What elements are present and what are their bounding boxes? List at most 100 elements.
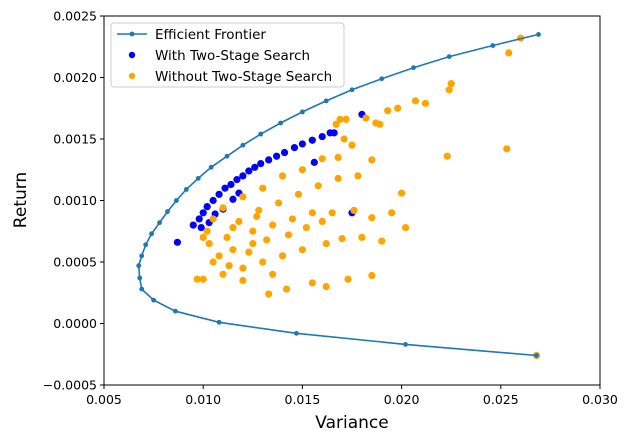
frontier-point	[208, 164, 214, 170]
scatter-point	[344, 275, 352, 283]
scatter-point	[265, 290, 273, 298]
scatter-point	[245, 248, 253, 256]
x-tick-label: 0.015	[285, 392, 321, 407]
series-efficient-frontier	[136, 32, 541, 358]
y-tick-label: 0.0025	[53, 9, 97, 24]
x-axis-title: Variance	[315, 413, 388, 433]
legend-label-with: With Two-Stage Search	[155, 48, 310, 64]
scatter-point	[209, 215, 217, 223]
scatter-point	[342, 115, 350, 123]
scatter-point	[253, 212, 261, 221]
scatter-point	[259, 184, 267, 192]
scatter-point	[199, 233, 207, 241]
scatter-point	[239, 193, 247, 201]
scatter-point	[284, 231, 293, 239]
scatter-point	[263, 236, 271, 244]
scatter-point	[443, 152, 451, 160]
frontier-point	[174, 198, 179, 203]
scatter-point	[318, 217, 326, 226]
scatter-point	[290, 144, 299, 152]
scatter-point	[223, 233, 231, 241]
scatter-point	[350, 206, 358, 214]
frontier-point	[143, 242, 149, 248]
x-tick-label: 0.030	[582, 392, 618, 407]
scatter-point	[278, 252, 287, 260]
scatter-point	[384, 107, 392, 115]
scatter-point	[398, 189, 406, 197]
frontier-line	[137, 33, 539, 357]
frontier-point	[403, 342, 408, 347]
scatter-point	[239, 276, 247, 285]
frontier-point	[165, 209, 170, 214]
scatter-point	[322, 239, 330, 248]
scatter-point	[209, 196, 217, 205]
x-tick-label: 0.005	[86, 392, 122, 407]
scatter-point	[251, 163, 259, 171]
chart-marks	[136, 32, 541, 360]
scatter-point	[294, 190, 303, 198]
frontier-point	[137, 275, 143, 281]
scatter-point	[249, 239, 257, 248]
scatter-point	[203, 227, 211, 235]
x-tick-label: 0.010	[185, 392, 221, 407]
scatter-point	[229, 195, 237, 203]
scatter-point	[245, 167, 253, 175]
scatter-point	[282, 285, 291, 293]
scatter-point	[209, 258, 217, 266]
scatter-point	[229, 246, 237, 254]
scatter-point	[310, 158, 318, 166]
frontier-point	[195, 175, 201, 181]
scatter-point	[257, 160, 265, 168]
scatter-point	[298, 246, 306, 254]
scatter-point	[322, 283, 330, 291]
frontier-point	[300, 109, 305, 115]
scatter-point	[199, 275, 207, 283]
scatter-point	[227, 180, 235, 189]
frontier-point	[490, 43, 496, 48]
legend-marker-without	[128, 72, 136, 80]
frontier-point	[536, 32, 541, 37]
frontier-point	[173, 308, 178, 314]
scatter-point	[332, 120, 340, 128]
y-tick-label: 0.0010	[53, 193, 97, 208]
scatter-point	[336, 115, 344, 123]
scatter-point	[233, 175, 241, 184]
legend-box	[110, 22, 345, 88]
scatter-point	[376, 120, 384, 128]
legend: Efficient Frontier With Two-Stage Search…	[110, 22, 345, 88]
y-axis-title: Return	[11, 172, 31, 228]
frontier-point	[216, 319, 222, 325]
scatter-point	[219, 204, 227, 212]
scatter-point	[274, 199, 283, 207]
scatter-point	[308, 279, 316, 287]
frontier-point	[151, 297, 157, 303]
scatter-point	[193, 275, 201, 283]
frontier-point	[224, 153, 230, 159]
scatter-point	[288, 215, 297, 223]
y-tick-label: 0.0020	[53, 70, 97, 85]
scatter-point	[378, 237, 386, 245]
frontier-point	[534, 353, 539, 358]
frontier-point	[139, 286, 145, 292]
frontier-point	[379, 76, 385, 82]
scatter-point	[308, 209, 316, 217]
scatter-point	[445, 86, 453, 94]
scatter-point	[338, 235, 346, 243]
scatter-point	[225, 262, 233, 270]
frontier-point	[240, 142, 246, 148]
scatter-point	[298, 140, 306, 148]
y-tick-label: 0.0015	[53, 132, 97, 147]
scatter-point	[255, 206, 263, 214]
frontier-point	[149, 231, 155, 237]
scatter-point	[362, 114, 370, 122]
x-axis-ticks: 0.005 0.010 0.015 0.020 0.025 0.030	[86, 385, 618, 407]
frontier-point	[278, 120, 283, 126]
scatter-point	[314, 182, 322, 190]
scatter-point	[368, 271, 376, 280]
x-tick-label: 0.020	[384, 392, 420, 407]
scatter-point	[269, 270, 277, 278]
scatter-point	[330, 129, 338, 137]
frontier-point	[323, 98, 329, 104]
legend-marker-frontier	[129, 31, 135, 37]
legend-label-frontier: Efficient Frontier	[155, 27, 266, 43]
